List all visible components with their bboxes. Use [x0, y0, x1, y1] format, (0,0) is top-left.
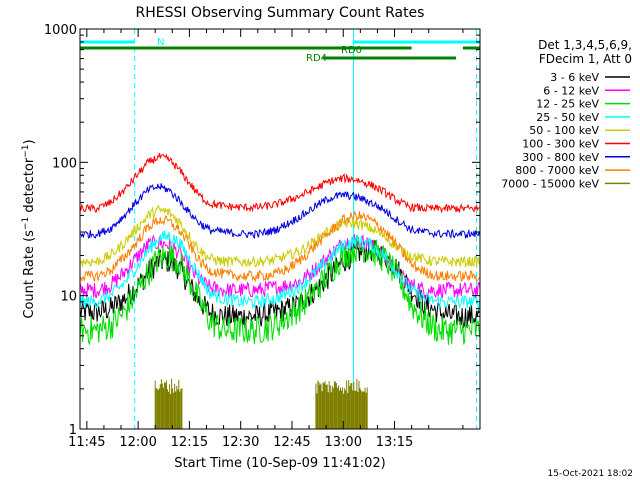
- x-tick-label: 11:45: [68, 435, 105, 450]
- legend-label: 12 - 25 keV: [536, 98, 599, 111]
- legend-label: 100 - 300 keV: [522, 138, 599, 151]
- y-tick-label: 100: [52, 156, 77, 171]
- legend-header-2: FDecim 1, Att 0: [539, 52, 632, 66]
- series-line: [79, 204, 481, 268]
- y-tick-label: 1000: [44, 23, 77, 38]
- legend-label: 6 - 12 keV: [543, 84, 599, 97]
- legend-label: 7000 - 15000 keV: [501, 177, 599, 190]
- y-axis-label-mid: detector: [22, 157, 37, 217]
- night-label: N: [157, 37, 164, 48]
- x-tick-label: 12:15: [171, 435, 208, 450]
- chart-title: RHESSI Observing Summary Count Rates: [136, 5, 425, 21]
- x-tick-label: 12:45: [273, 435, 310, 450]
- series-line: [79, 152, 480, 214]
- y-axis-label-end: ): [22, 139, 37, 144]
- plot-frame: [79, 28, 481, 430]
- legend-label: 3 - 6 keV: [550, 71, 599, 84]
- x-axis-label: Start Time (10-Sep-09 11:41:02): [174, 456, 385, 471]
- y-tick-label: 10: [60, 290, 77, 305]
- legend-label: 300 - 800 keV: [522, 151, 599, 164]
- legend: Det 1,3,4,5,6,9, FDecim 1, Att 0 3 - 6 k…: [501, 38, 632, 190]
- series-line: [79, 210, 481, 283]
- y-axis-label-sup2: −1: [21, 144, 31, 157]
- x-tick-label: 12:30: [222, 435, 259, 450]
- y-axis-label: Count Rate (s−1 detector−1): [21, 139, 37, 318]
- axis-ticks: 11:45 12:00 12:15 12:30 12:45 13:00 13:15 1 10 10…: [44, 23, 481, 450]
- y-tick-label: 1: [69, 423, 77, 438]
- data-layer: N RD0 RD4: [79, 29, 481, 429]
- legend-header-1: Det 1,3,4,5,6,9,: [538, 38, 632, 52]
- rd4-label: RD4: [306, 53, 327, 64]
- rd0-label: RD0: [341, 45, 362, 56]
- series-line: [79, 234, 481, 346]
- legend-label: 25 - 50 keV: [536, 111, 599, 124]
- x-tick-label: 13:00: [325, 435, 362, 450]
- series-line: [79, 183, 481, 240]
- legend-label: 800 - 7000 keV: [515, 164, 599, 177]
- x-tick-label: 13:15: [376, 435, 413, 450]
- timestamp: 15-Oct-2021 18:02: [548, 469, 633, 479]
- series-line: [79, 230, 481, 310]
- x-tick-label: 12:00: [119, 435, 156, 450]
- y-axis-label-main: Count Rate (s: [22, 230, 37, 319]
- legend-label: 50 - 100 keV: [529, 124, 599, 137]
- y-axis-label-sup1: −1: [21, 217, 31, 230]
- series-bursts: [154, 378, 368, 429]
